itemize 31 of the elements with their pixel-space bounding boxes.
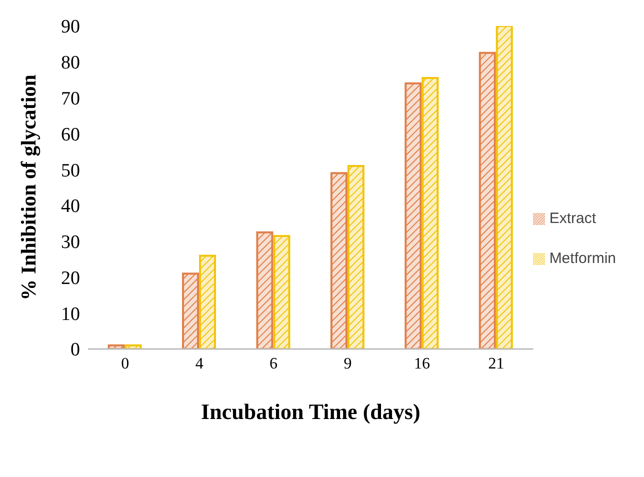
bar — [496, 26, 513, 349]
y-tick-label: 90 — [61, 16, 80, 38]
y-axis-title: % Inhibition of glycation — [16, 74, 40, 300]
bar — [330, 172, 348, 349]
x-tick-label: 0 — [121, 355, 130, 372]
x-tick-label: 16 — [414, 355, 430, 372]
x-tick-label: 4 — [195, 355, 204, 372]
x-tick-label: 9 — [344, 355, 352, 372]
x-tick-label: 6 — [270, 355, 278, 372]
legend-label: Extract — [549, 210, 596, 226]
bar — [478, 52, 496, 349]
y-tick-label: 50 — [61, 160, 80, 182]
y-tick-label: 80 — [61, 52, 80, 74]
y-tick-label: 60 — [61, 124, 80, 146]
bar — [199, 254, 216, 349]
bar — [422, 77, 439, 349]
bar — [273, 234, 290, 349]
y-tick-label: 70 — [61, 88, 80, 110]
x-axis-title: Incubation Time (days) — [201, 399, 420, 424]
bar — [404, 82, 422, 349]
bar — [108, 344, 125, 349]
bar — [124, 344, 142, 349]
y-tick-label: 20 — [61, 268, 80, 289]
y-tick-label: 30 — [61, 232, 80, 254]
bar — [256, 231, 274, 349]
y-tick-label: 10 — [61, 304, 80, 325]
y-tick-label: 40 — [61, 196, 80, 218]
x-tick-label: 21 — [488, 355, 504, 372]
bar — [347, 164, 364, 349]
legend-label: Metformin — [549, 250, 616, 266]
bar — [182, 272, 199, 349]
